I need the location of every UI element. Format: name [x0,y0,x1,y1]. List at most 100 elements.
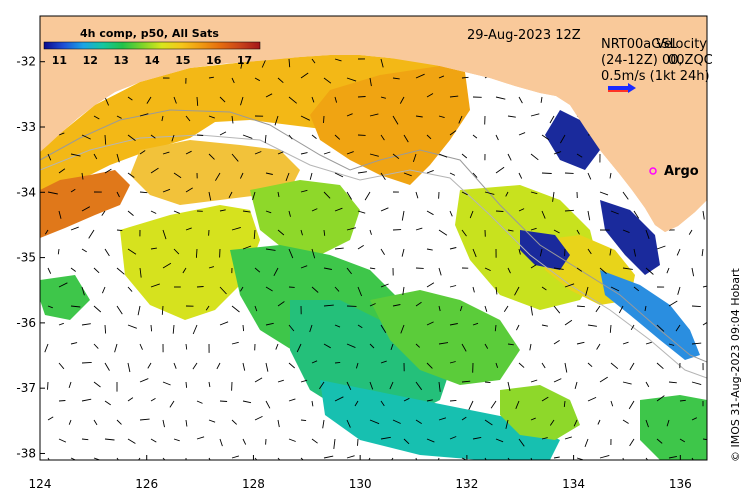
velocity-arrow [265,172,273,175]
velocity-arrow [116,267,125,275]
velocity-arrow [633,248,637,257]
velocity-arrow [254,415,263,421]
velocity-arrow [609,324,612,333]
x-tick-label: 134 [562,477,585,491]
velocity-arrow [369,77,372,87]
velocity-arrow [668,455,677,459]
velocity-arrow [390,343,394,351]
velocity-arrow [219,209,226,212]
velocity-arrow [70,226,79,231]
velocity-arrow [288,96,297,104]
velocity-arrow [401,248,405,257]
velocity-arrow [461,153,468,159]
velocity-arrow [288,58,291,68]
velocity-arrow [288,210,291,217]
velocity-arrow [369,229,372,235]
legend-scale-arrow [608,86,628,90]
velocity-arrow [150,210,157,214]
velocity-arrow [311,248,316,259]
velocity-arrow [391,457,394,460]
velocity-arrow [459,305,463,312]
velocity-arrow [472,248,477,258]
velocity-arrow [691,381,702,386]
velocity-arrow [484,305,488,312]
velocity-arrow [254,77,261,82]
colorbar-tick-label: 14 [144,54,160,67]
velocity-arrow [426,210,434,216]
velocity-arrow [231,77,235,84]
velocity-arrow [610,210,619,215]
velocity-arrow [530,191,538,195]
velocity-arrow [44,229,49,235]
velocity-arrow [461,416,467,421]
velocity-arrow [150,438,157,443]
velocity-arrow [403,134,409,143]
velocity-arrow [677,286,681,295]
velocity-arrow [633,210,640,219]
velocity-arrow [399,96,405,104]
date-label: 29-Aug-2023 12Z [467,28,581,43]
velocity-arrow [139,267,142,278]
velocity-arrow [426,362,433,369]
velocity-arrow [415,227,423,231]
velocity-arrow [81,172,84,180]
velocity-arrow [81,206,91,212]
velocity-arrow [93,115,100,120]
velocity-arrow [70,153,81,157]
velocity-arrow [162,457,166,460]
velocity-arrow [518,362,525,368]
velocity-arrow [162,381,171,386]
velocity-arrow [300,152,308,155]
velocity-arrow [380,400,385,407]
velocity-arrow [101,286,106,294]
velocity-arrow [380,248,385,255]
velocity-arrow [173,172,182,179]
velocity-arrow [195,248,198,258]
velocity-arrow [484,191,495,195]
velocity-arrow [309,172,313,180]
y-tick-label: -37 [16,381,36,395]
velocity-arrow [633,286,640,292]
velocity-arrow [380,58,384,68]
velocity-arrow [334,134,341,140]
velocity-arrow [553,229,560,234]
velocity-arrow [553,456,560,459]
velocity-arrow [549,419,555,426]
velocity-arrow [323,115,325,124]
velocity-arrow [81,361,92,364]
velocity-arrow [172,324,175,334]
velocity-arrow [380,360,387,364]
velocity-arrow [127,286,133,292]
velocity-arrow [68,381,72,389]
velocity-arrow [265,362,269,372]
velocity-arrow [539,248,543,257]
velocity-arrow [357,245,364,250]
velocity-arrow [208,153,215,160]
bathymetry-contour [40,109,707,363]
velocity-arrow [403,438,410,445]
x-tick-label: 128 [242,477,265,491]
velocity-arrow [564,209,574,212]
velocity-arrow [415,115,423,118]
velocity-arrow [70,188,76,193]
velocity-arrow [622,341,629,345]
velocity-arrow [196,96,199,106]
velocity-arrow [540,96,543,103]
argo-marker[interactable] [649,167,657,175]
velocity-arrow [231,341,239,345]
velocity-arrow [58,322,64,326]
velocity-arrow [116,419,122,425]
velocity-arrow [530,305,533,316]
velocity-arrow [311,360,318,364]
velocity-arrow [449,323,458,326]
velocity-arrow [645,419,649,428]
velocity-arrow [196,286,204,288]
velocity-arrow [355,362,359,369]
velocity-arrow [334,58,342,62]
velocity-arrow [104,248,110,257]
velocity-arrow [277,77,284,84]
velocity-arrow [93,267,100,274]
velocity-arrow [311,400,314,407]
velocity-arrow [438,115,445,119]
velocity-arrow [127,324,137,329]
